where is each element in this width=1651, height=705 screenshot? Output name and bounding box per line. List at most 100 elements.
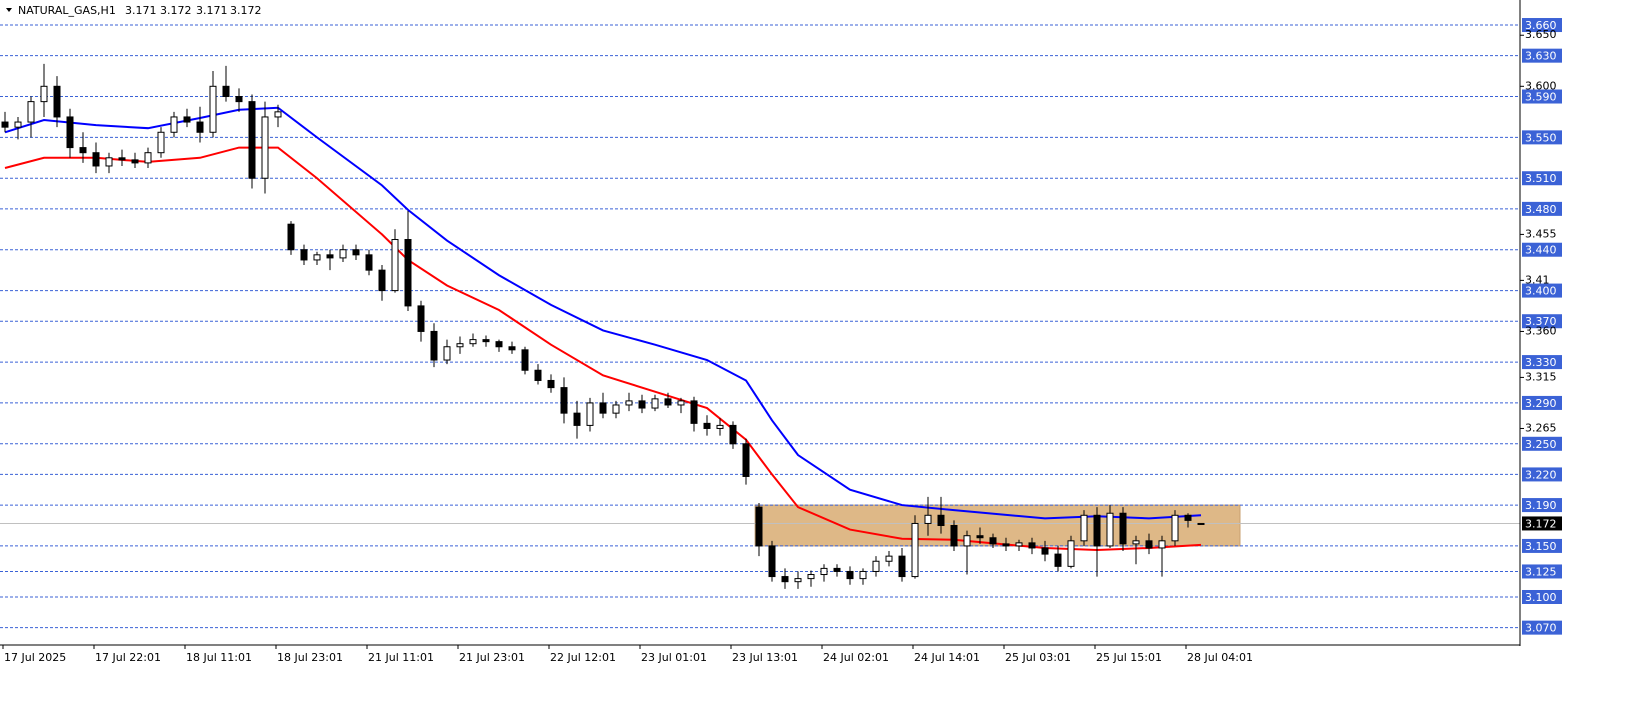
y-tick-label: 3.265 (1525, 421, 1557, 434)
level-label: 3.190 (1525, 499, 1557, 512)
level-label-bg (1522, 201, 1562, 216)
candle-body (586, 402, 594, 426)
candle-body (222, 85, 230, 98)
candle-body (79, 147, 87, 154)
candle-body (248, 101, 256, 179)
candle-body (131, 159, 139, 164)
candle-body (976, 535, 984, 539)
level-label-bg (1522, 314, 1562, 329)
candle-body (950, 524, 958, 547)
candle-body (1184, 514, 1192, 521)
x-tick-label: 17 Jul 22:01 (95, 651, 161, 664)
candle-body (1, 121, 9, 128)
candle-body (534, 369, 542, 381)
candle-body (729, 424, 737, 445)
zone (754, 504, 1241, 547)
candle-body (482, 339, 490, 343)
level-label-bg (1522, 171, 1562, 186)
candle-body (924, 514, 932, 524)
level-label: 3.330 (1525, 356, 1557, 369)
candle-body (274, 111, 282, 118)
candle-body (612, 404, 620, 414)
level-label-bg (1522, 130, 1562, 145)
candle-body (1054, 553, 1062, 567)
candle-body (599, 402, 607, 414)
candle-body (378, 269, 386, 292)
candle-body (560, 387, 568, 414)
level-label: 3.480 (1525, 203, 1557, 216)
level-label-bg (1522, 89, 1562, 104)
level-label: 3.125 (1525, 565, 1557, 578)
candle-body (807, 574, 815, 580)
menu-triangle[interactable] (6, 8, 12, 12)
candle-body (469, 339, 477, 345)
level-label: 3.660 (1525, 19, 1557, 32)
level-label: 3.150 (1525, 540, 1557, 553)
candle-body (495, 341, 503, 348)
x-tick-label: 28 Jul 04:01 (1187, 651, 1253, 664)
y-tick-label: 3.315 (1525, 370, 1557, 383)
x-tick-label: 21 Jul 23:01 (459, 651, 525, 664)
y-tick-label: 3.41 (1525, 273, 1550, 286)
candle-body (53, 85, 61, 118)
candle-body (313, 254, 321, 261)
level-label-bg (1522, 564, 1562, 579)
candle-body (14, 121, 22, 128)
x-tick-label: 18 Jul 11:01 (186, 651, 252, 664)
candle-body (326, 254, 334, 259)
candle-body (872, 560, 880, 572)
candle-body (794, 578, 802, 583)
x-tick-label: 25 Jul 03:01 (1005, 651, 1071, 664)
candle-body (781, 576, 789, 583)
y-tick-label: 3.360 (1525, 324, 1557, 337)
candle-body (885, 555, 893, 562)
level-label: 3.070 (1525, 622, 1557, 635)
level-label-bg (1522, 18, 1562, 33)
level-label: 3.100 (1525, 591, 1557, 604)
candle-body (1119, 512, 1127, 545)
level-label: 3.630 (1525, 50, 1557, 63)
candle-body (1171, 514, 1179, 542)
candle-body (937, 514, 945, 526)
level-label-bg (1522, 242, 1562, 257)
moving-average (4, 106, 1202, 520)
candle-body (118, 157, 126, 161)
candle-body (625, 400, 633, 406)
level-label: 3.590 (1525, 91, 1557, 104)
candle-body (1158, 540, 1166, 549)
x-tick-label: 24 Jul 02:01 (823, 651, 889, 664)
candle-body (430, 330, 438, 361)
candle-body (157, 131, 165, 154)
candle-body (716, 424, 724, 429)
candle-body (1080, 514, 1088, 542)
x-tick-label: 23 Jul 13:01 (732, 651, 798, 664)
candle-body (391, 239, 399, 292)
ohlc-close: 3.172 (230, 4, 262, 17)
candle-body (261, 116, 269, 179)
x-tick-label: 23 Jul 01:01 (641, 651, 707, 664)
x-tick-label: 22 Jul 12:01 (550, 651, 616, 664)
moving-average (4, 146, 1202, 552)
ohlc-low: 3.171 (196, 4, 228, 17)
candle-body (209, 85, 217, 133)
candle-body (703, 422, 711, 429)
ohlc-high: 3.172 (160, 4, 192, 17)
candle-body (92, 152, 100, 167)
candle-body (820, 567, 828, 576)
candle-body (183, 116, 191, 123)
candle-body (521, 349, 529, 371)
candle-body (40, 85, 48, 103)
candle-body (144, 152, 152, 164)
level-label: 3.370 (1525, 315, 1557, 328)
level-label-bg (1522, 395, 1562, 410)
level-label: 3.550 (1525, 131, 1557, 144)
plot: 3.660 3.630 3.590 3.550 3.510 3.480 3.440 3.400… (0, 0, 1562, 664)
candle-body (235, 96, 243, 103)
candle-body (833, 567, 841, 572)
candle-body (690, 400, 698, 424)
level-label-bg (1522, 498, 1562, 513)
candle-body (27, 101, 35, 123)
current-label: 3.172 (1525, 517, 1557, 530)
